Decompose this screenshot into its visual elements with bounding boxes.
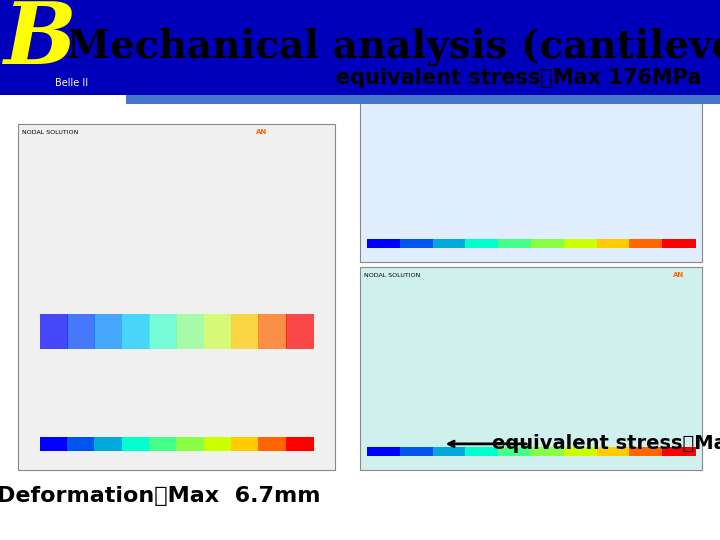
Text: B: B xyxy=(3,0,76,82)
Bar xyxy=(286,437,314,451)
Bar xyxy=(360,89,702,262)
Bar xyxy=(367,239,400,248)
Bar xyxy=(286,314,314,349)
Bar xyxy=(231,437,259,451)
Bar xyxy=(94,314,122,349)
Text: NODAL SOLUTION: NODAL SOLUTION xyxy=(22,130,78,135)
Bar xyxy=(176,314,204,349)
Bar xyxy=(360,267,702,470)
Bar xyxy=(40,437,68,451)
Text: equivalent stress　Max: equivalent stress Max xyxy=(492,434,720,454)
Bar xyxy=(596,239,630,248)
Bar xyxy=(400,447,433,456)
Text: Belle II: Belle II xyxy=(55,78,89,88)
Bar xyxy=(258,437,287,451)
Bar xyxy=(400,239,433,248)
Bar xyxy=(531,447,564,456)
Bar xyxy=(122,437,150,451)
Bar xyxy=(258,314,287,349)
Text: Deformation：Max  6.7mm: Deformation：Max 6.7mm xyxy=(0,485,320,506)
Bar xyxy=(465,447,499,456)
Text: AN: AN xyxy=(673,272,685,278)
Bar xyxy=(0,0,720,94)
Bar xyxy=(662,447,696,456)
Bar xyxy=(122,314,150,349)
Bar xyxy=(40,314,68,349)
Bar xyxy=(564,239,598,248)
Bar xyxy=(18,124,335,470)
Bar xyxy=(596,447,630,456)
Text: equivalent stress：Max 176MPa: equivalent stress：Max 176MPa xyxy=(336,68,701,89)
Text: AN: AN xyxy=(673,94,685,100)
Bar xyxy=(149,437,177,451)
Bar xyxy=(126,94,720,104)
Bar xyxy=(204,314,232,349)
Bar xyxy=(367,447,400,456)
Bar xyxy=(498,239,531,248)
Bar xyxy=(433,447,467,456)
Bar xyxy=(662,239,696,248)
Bar xyxy=(465,239,499,248)
Bar xyxy=(433,239,467,248)
Text: AN: AN xyxy=(256,129,267,135)
Bar xyxy=(204,437,232,451)
Bar xyxy=(498,447,531,456)
Bar xyxy=(629,239,662,248)
Text: Mechanical analysis (cantilever): Mechanical analysis (cantilever) xyxy=(67,28,720,66)
Bar xyxy=(531,239,564,248)
Bar xyxy=(149,314,177,349)
Bar xyxy=(94,437,122,451)
Text: NODAL SOLUTION: NODAL SOLUTION xyxy=(364,273,420,278)
Bar xyxy=(564,447,598,456)
Bar xyxy=(0,0,126,94)
Bar xyxy=(67,437,95,451)
Bar xyxy=(176,437,204,451)
Bar xyxy=(67,314,95,349)
Bar xyxy=(629,447,662,456)
Bar xyxy=(231,314,259,349)
Text: NODAL SOLUTION: NODAL SOLUTION xyxy=(364,95,420,100)
